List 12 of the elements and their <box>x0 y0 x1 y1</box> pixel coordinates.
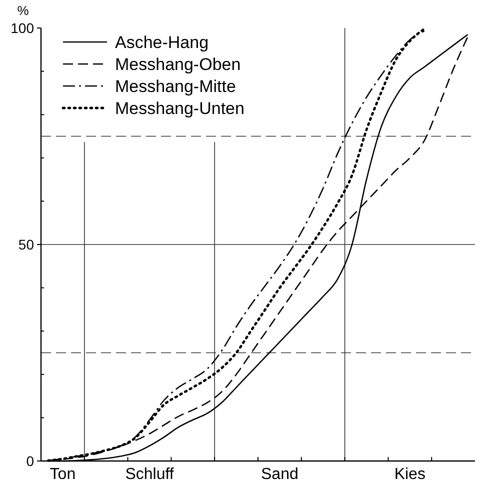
legend-label: Messhang-Mitte <box>115 76 236 96</box>
y-tick-label: 0 <box>26 452 34 469</box>
y-tick-label: 100 <box>10 20 34 36</box>
legend-label: Messhang-Unten <box>115 98 244 118</box>
legend-label: Messhang-Oben <box>115 54 241 74</box>
x-tick-label: Schluff <box>125 466 174 483</box>
x-tick-label: Kies <box>394 466 426 483</box>
y-axis-title: % <box>17 3 30 18</box>
x-tick-label: Ton <box>50 466 76 483</box>
y-tick-label: 50 <box>18 236 34 252</box>
x-tick-label: Sand <box>261 466 298 483</box>
legend-label: Asche-Hang <box>115 32 209 52</box>
